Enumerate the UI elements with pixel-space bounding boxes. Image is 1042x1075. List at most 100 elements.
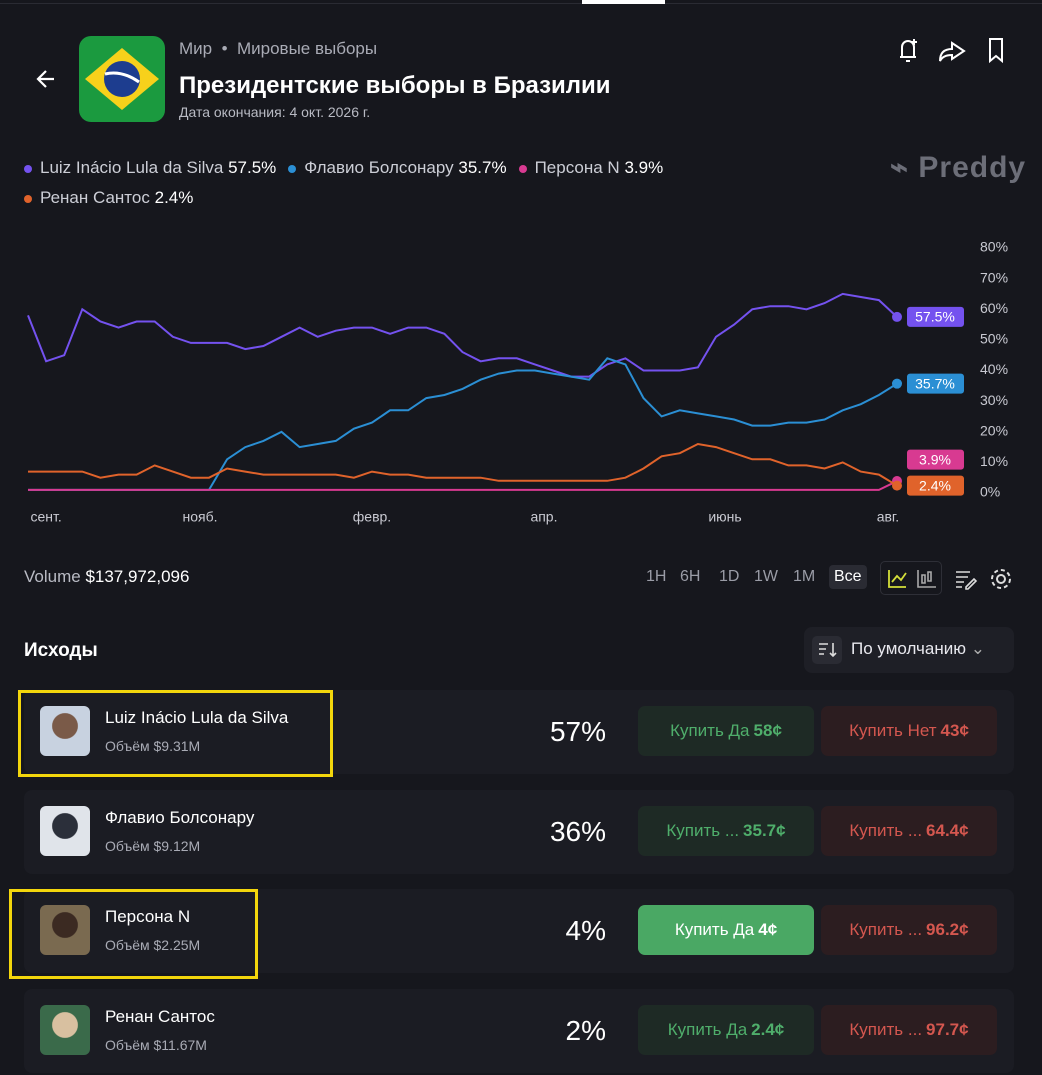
- value-pill-label: 2.4%: [919, 477, 951, 493]
- price-chart: 0% 10% 20% 30% 40% 50% 60% 70% 80% сент. нояб. февр…: [27, 239, 1008, 525]
- buy-no-label: Купить Нет: [849, 721, 937, 740]
- buy-yes-button[interactable]: Купить Да 58¢: [638, 706, 814, 756]
- outcomes-title: Исходы: [24, 640, 98, 661]
- buy-no-button[interactable]: Купить Нет 43¢: [821, 706, 997, 756]
- buy-yes-button[interactable]: Купить Да 4¢: [638, 905, 814, 955]
- x-tick-label: апр.: [530, 509, 557, 525]
- y-tick-label: 80%: [980, 239, 1008, 255]
- buy-no-price: 97.7¢: [926, 1019, 969, 1039]
- value-pill: [907, 475, 964, 496]
- value-pill: [907, 306, 964, 327]
- legend-dot: [288, 164, 297, 173]
- legend: Luiz Inácio Lula da Silva 57.5% Флавио Бо…: [24, 153, 824, 213]
- buy-yes-button[interactable]: Купить Да 2.4¢: [638, 1004, 814, 1055]
- value-pill: [907, 449, 964, 470]
- legend-name: Luiz Inácio Lula da Silva: [40, 158, 224, 177]
- y-tick-label: 10%: [980, 453, 1008, 469]
- settings-button[interactable]: [991, 569, 1011, 589]
- value-pill: [907, 373, 964, 394]
- outcome-row: Персона N Объём $2.25M 4% Купить Да 4¢ Купить…: [24, 889, 1014, 973]
- value-pill-label: 57.5%: [915, 309, 955, 325]
- sort-dropdown[interactable]: По умолчанию ⌄: [804, 627, 1014, 673]
- top-border: [0, 0, 1042, 4]
- y-tick-label: 0%: [980, 484, 1000, 500]
- outcome-percent: 57%: [549, 716, 606, 747]
- avatar: [40, 805, 90, 856]
- x-tick-label: февр.: [353, 509, 391, 525]
- end-dot: [892, 378, 902, 389]
- legend-name: Персона N: [534, 158, 620, 177]
- buy-no-price: 43¢: [940, 721, 969, 740]
- breadcrumb-item[interactable]: Мировые выборы: [236, 39, 378, 58]
- legend-item: Ренан Сантос 2.4%: [24, 183, 193, 213]
- legend-value: 35.7%: [458, 158, 507, 177]
- end-dot: [892, 311, 902, 322]
- range-button[interactable]: 1W: [754, 568, 778, 585]
- flag-icon: [79, 36, 165, 122]
- buy-yes-label: Купить Да: [667, 1019, 748, 1039]
- buy-yes-price: 2.4¢: [751, 1019, 785, 1039]
- outcome-percent: 4%: [565, 915, 606, 946]
- range-button[interactable]: 6H: [680, 568, 701, 585]
- legend-dot: [24, 194, 32, 203]
- legend-dot: [518, 164, 527, 173]
- range-button[interactable]: 1M: [793, 568, 816, 585]
- y-tick-label: 40%: [980, 361, 1008, 377]
- chart-tools: [888, 569, 1011, 590]
- series-line: [28, 357, 898, 491]
- outcome-row: Ренан Сантос Объём $11.67M 2% Купить Да 2.4¢…: [24, 988, 1014, 1073]
- volume: Volume $137,972,096: [24, 567, 189, 587]
- avatar: [40, 706, 90, 756]
- buy-no-button[interactable]: Купить ... 97.7¢: [821, 1004, 997, 1055]
- buy-yes-label: Купить Да: [674, 920, 755, 939]
- x-tick-label: сент.: [30, 509, 61, 525]
- avatar: [40, 905, 90, 955]
- line-chart-button[interactable]: [888, 570, 907, 588]
- end-dot: [892, 480, 902, 491]
- share-button[interactable]: [939, 41, 966, 62]
- range-button[interactable]: 1H: [646, 568, 667, 585]
- highlight-box: [18, 690, 333, 777]
- outcome-volume: Объём $9.12M: [105, 837, 201, 854]
- back-button[interactable]: [34, 66, 60, 92]
- bookmark-button[interactable]: [989, 38, 1003, 64]
- legend-item: Luiz Inácio Lula da Silva 57.5%: [24, 153, 276, 183]
- brand-name: Preddy: [918, 151, 1027, 184]
- end-date: Дата окончания: 4 окт. 2026 г.: [179, 104, 371, 120]
- buy-yes-label: Купить ...: [666, 820, 740, 840]
- value-pill-label: 3.9%: [919, 451, 951, 467]
- buy-no-button[interactable]: Купить ... 96.2¢: [821, 905, 997, 955]
- candle-chart-button[interactable]: [917, 570, 936, 588]
- legend-dot: [24, 164, 32, 173]
- value-pill-label: 35.7%: [915, 375, 955, 391]
- outcome-row: Флавио Болсонару Объём $9.12M 36% Купить ..…: [24, 789, 1014, 874]
- buy-no-button[interactable]: Купить ... 64.4¢: [821, 805, 997, 856]
- buy-no-label: Купить ...: [849, 920, 923, 939]
- outcome-volume: Объём $2.25M: [105, 937, 201, 953]
- y-tick-label: 50%: [980, 331, 1008, 347]
- outcome-volume: Объём $11.67M: [105, 1036, 207, 1053]
- x-tick-label: июнь: [708, 509, 741, 525]
- outcome-name: Флавио Болсонару: [105, 807, 255, 827]
- outcome-percent: 36%: [549, 815, 606, 847]
- top-tab: [582, 0, 665, 4]
- buy-yes-button[interactable]: Купить ... 35.7¢: [638, 805, 814, 856]
- legend-item: Персона N 3.9%: [518, 153, 663, 183]
- buy-no-price: 96.2¢: [926, 920, 969, 939]
- y-tick-label: 20%: [980, 422, 1008, 438]
- outcome-volume: Объём $9.31M: [105, 738, 201, 754]
- sort-label: По умолчанию: [851, 639, 966, 658]
- y-tick-label: 70%: [980, 269, 1008, 285]
- outcome-row: Luiz Inácio Lula da Silva Объём $9.31M 57%…: [24, 690, 1014, 774]
- series-line: [28, 480, 898, 491]
- notes-button[interactable]: [956, 571, 978, 590]
- range-button[interactable]: Все: [829, 565, 867, 589]
- brand-logo: ⌁ Preddy: [890, 151, 1027, 184]
- volume-label: Volume: [24, 567, 81, 586]
- range-button[interactable]: 1D: [719, 568, 740, 585]
- breadcrumb-item[interactable]: Мир: [179, 39, 213, 58]
- x-tick-label: нояб.: [182, 509, 217, 525]
- outcome-name: Luiz Inácio Lula da Silva: [105, 708, 289, 727]
- alert-button[interactable]: [900, 39, 917, 62]
